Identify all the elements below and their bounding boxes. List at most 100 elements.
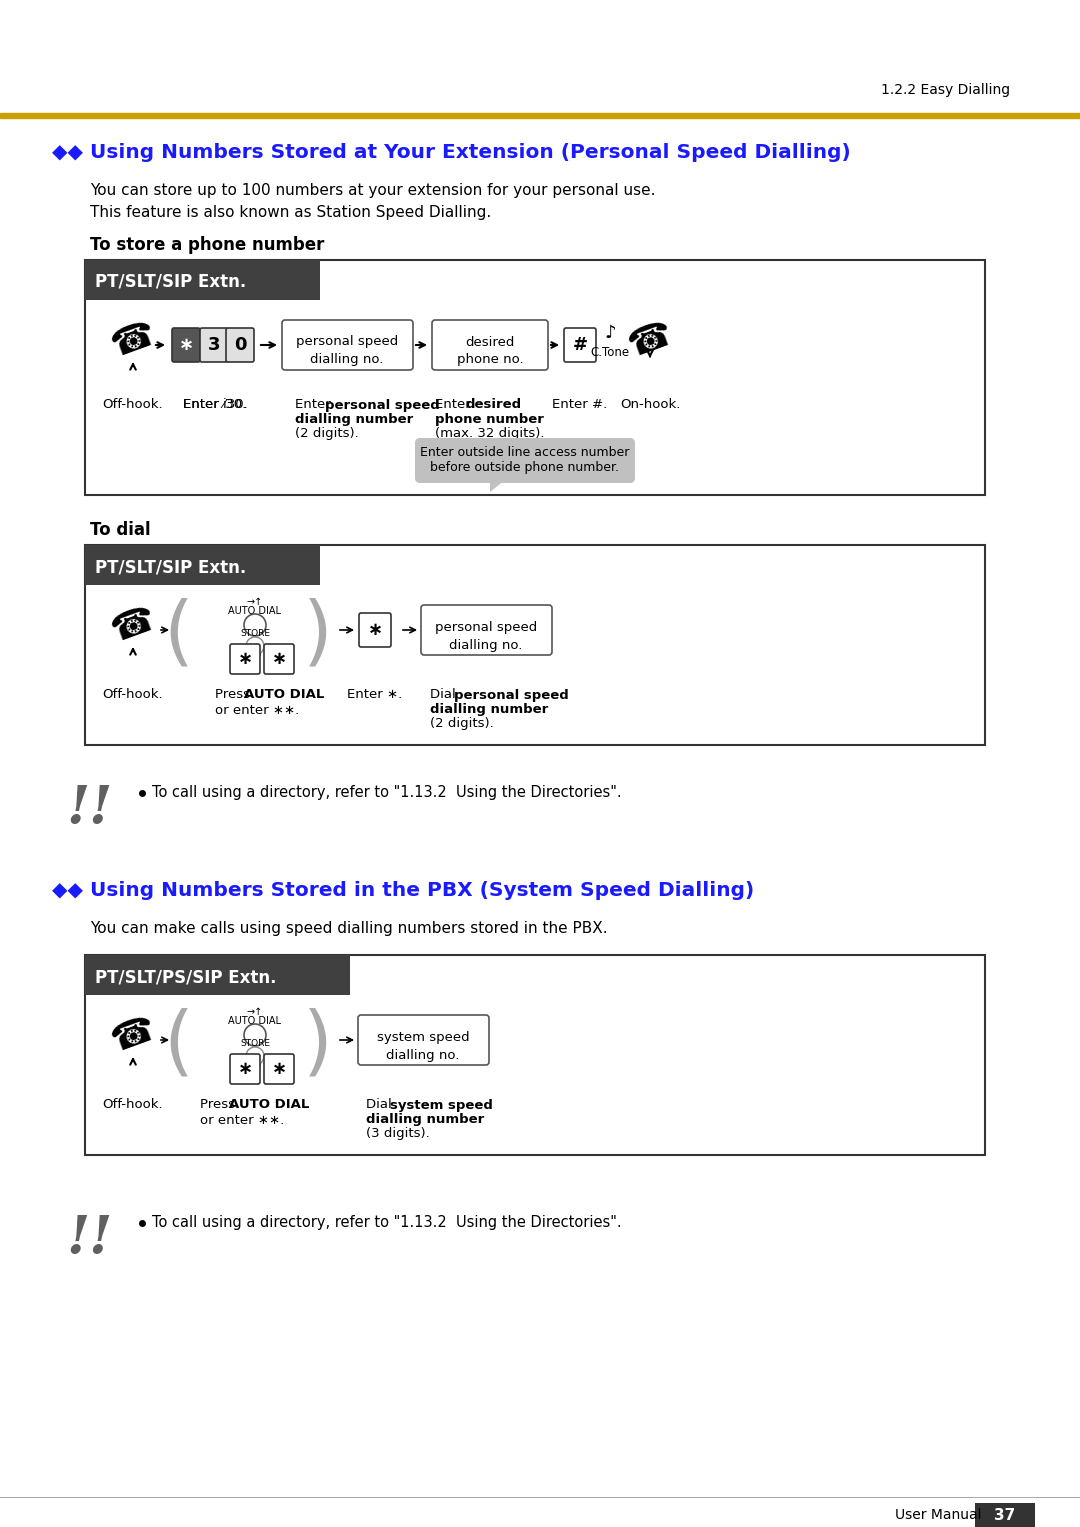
Text: 3: 3 — [207, 336, 220, 354]
Text: ∗: ∗ — [238, 1060, 253, 1078]
Text: AUTO DIAL: AUTO DIAL — [229, 1098, 309, 1112]
Text: →↑: →↑ — [247, 597, 264, 608]
Text: Enter ∗.: Enter ∗. — [348, 689, 403, 701]
Bar — [85, 545, 985, 745]
Text: ◆◆ Using Numbers Stored at Your Extension (Personal Speed Dialling): ◆◆ Using Numbers Stored at Your Extensio… — [52, 142, 851, 162]
Text: or enter ∗∗.: or enter ∗∗. — [215, 704, 299, 716]
Text: OR: OR — [248, 649, 261, 658]
Text: desired: desired — [465, 336, 515, 348]
Text: Enter: Enter — [295, 399, 335, 411]
Text: ): ) — [303, 1008, 333, 1083]
Text: !!: !! — [67, 782, 113, 834]
Text: dialling number: dialling number — [430, 704, 549, 716]
Text: This feature is also known as Station Speed Dialling.: This feature is also known as Station Sp… — [90, 205, 491, 220]
Text: You can store up to 100 numbers at your extension for your personal use.: You can store up to 100 numbers at your … — [90, 183, 656, 197]
Text: AUTO DIAL: AUTO DIAL — [244, 689, 324, 701]
FancyBboxPatch shape — [264, 644, 294, 673]
Text: Enter outside line access number: Enter outside line access number — [420, 446, 630, 460]
Text: Off-hook.: Off-hook. — [103, 1098, 163, 1112]
Text: 0: 0 — [233, 336, 246, 354]
Text: system speed: system speed — [377, 1031, 470, 1043]
Text: Enter ⁄30.: Enter ⁄30. — [184, 399, 246, 411]
Text: system speed: system speed — [390, 1098, 492, 1112]
Text: You can make calls using speed dialling numbers stored in the PBX.: You can make calls using speed dialling … — [90, 921, 608, 936]
Text: dialling number: dialling number — [366, 1113, 484, 1127]
Text: dialling no.: dialling no. — [387, 1049, 460, 1061]
FancyBboxPatch shape — [230, 1054, 260, 1084]
Text: ∗: ∗ — [271, 651, 286, 667]
Text: Dial: Dial — [366, 1098, 396, 1112]
Text: C.Tone: C.Tone — [591, 347, 630, 359]
Text: (: ( — [163, 1008, 193, 1083]
Text: STORE: STORE — [240, 1038, 270, 1048]
Bar — [85, 545, 320, 585]
Text: personal speed: personal speed — [454, 689, 569, 701]
Text: #: # — [572, 336, 588, 354]
Text: ☎: ☎ — [623, 316, 677, 363]
Bar — [85, 260, 320, 299]
Circle shape — [244, 614, 266, 637]
Text: To call using a directory, refer to "1.13.2  Using the Directories".: To call using a directory, refer to "1.1… — [152, 1215, 622, 1231]
Text: PT/SLT/SIP Extn.: PT/SLT/SIP Extn. — [95, 273, 246, 292]
Text: ∗: ∗ — [238, 651, 253, 667]
Text: Enter #.: Enter #. — [552, 399, 608, 411]
Text: dialling no.: dialling no. — [449, 638, 523, 652]
Text: ☎: ☎ — [106, 316, 160, 363]
Text: To call using a directory, refer to "1.13.2  Using the Directories".: To call using a directory, refer to "1.1… — [152, 785, 622, 800]
Text: (2 digits).: (2 digits). — [430, 718, 494, 730]
FancyBboxPatch shape — [282, 321, 413, 370]
Text: PT/SLT/PS/SIP Extn.: PT/SLT/PS/SIP Extn. — [95, 968, 276, 986]
Text: desired: desired — [465, 399, 522, 411]
Text: Dial: Dial — [430, 689, 460, 701]
FancyBboxPatch shape — [421, 605, 552, 655]
Circle shape — [246, 1048, 264, 1064]
Bar — [975, 1503, 1035, 1527]
Text: personal speed: personal speed — [296, 336, 399, 348]
Text: phone number: phone number — [435, 412, 544, 426]
Text: PT/SLT/SIP Extn.: PT/SLT/SIP Extn. — [95, 557, 246, 576]
Text: →↑: →↑ — [247, 1006, 264, 1017]
Text: personal speed: personal speed — [325, 399, 440, 411]
FancyBboxPatch shape — [200, 328, 228, 362]
Text: dialling number: dialling number — [295, 412, 414, 426]
Text: or enter ∗∗.: or enter ∗∗. — [200, 1113, 284, 1127]
Circle shape — [246, 637, 264, 655]
Text: dialling no.: dialling no. — [310, 353, 383, 366]
Text: Off-hook.: Off-hook. — [103, 689, 163, 701]
Text: On-hook.: On-hook. — [620, 399, 680, 411]
Text: Off-hook.: Off-hook. — [103, 399, 163, 411]
Text: personal speed: personal speed — [435, 620, 537, 634]
Bar — [85, 260, 985, 495]
Text: ∗: ∗ — [271, 1060, 286, 1078]
Text: 37: 37 — [995, 1507, 1015, 1522]
Text: AUTO DIAL: AUTO DIAL — [229, 1015, 282, 1026]
Text: ): ) — [303, 599, 333, 672]
Text: 1.2.2 Easy Dialling: 1.2.2 Easy Dialling — [881, 82, 1010, 98]
Text: Enter: Enter — [435, 399, 475, 411]
FancyBboxPatch shape — [172, 328, 200, 362]
Circle shape — [244, 1025, 266, 1046]
Text: !!: !! — [67, 1212, 113, 1263]
FancyBboxPatch shape — [264, 1054, 294, 1084]
Polygon shape — [490, 479, 505, 492]
Text: Press: Press — [215, 689, 254, 701]
Text: Enter ⅰ30.: Enter ⅰ30. — [183, 399, 247, 411]
Text: (3 digits).: (3 digits). — [366, 1127, 430, 1141]
Text: ∗: ∗ — [367, 621, 382, 638]
Text: AUTO DIAL: AUTO DIAL — [229, 606, 282, 615]
Text: ☎: ☎ — [106, 1011, 160, 1058]
Bar — [0, 113, 1080, 118]
Text: (: ( — [163, 599, 193, 672]
FancyBboxPatch shape — [357, 1015, 489, 1064]
FancyBboxPatch shape — [432, 321, 548, 370]
Text: (2 digits).: (2 digits). — [295, 426, 359, 440]
FancyBboxPatch shape — [226, 328, 254, 362]
Text: ∗: ∗ — [178, 336, 193, 354]
FancyBboxPatch shape — [415, 438, 635, 483]
Text: phone no.: phone no. — [457, 353, 524, 366]
Text: OR: OR — [248, 1060, 261, 1069]
Text: ♪: ♪ — [604, 324, 616, 342]
Text: To dial: To dial — [90, 521, 150, 539]
Text: To store a phone number: To store a phone number — [90, 237, 324, 253]
FancyBboxPatch shape — [564, 328, 596, 362]
